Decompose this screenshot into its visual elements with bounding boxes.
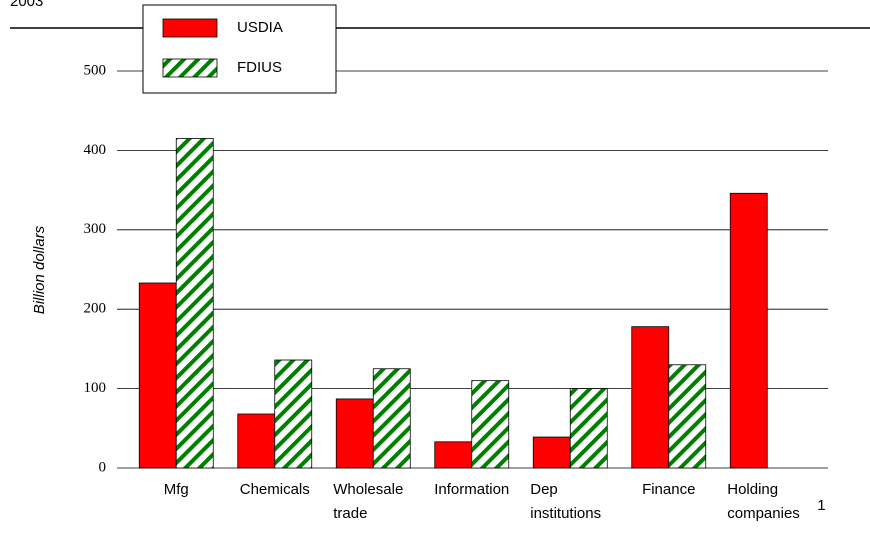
x-tick-label-line: institutions	[530, 505, 601, 522]
legend-label: FDIUS	[237, 59, 282, 76]
bar	[372, 368, 411, 469]
legend-label: USDIA	[237, 19, 283, 36]
bar	[274, 359, 313, 469]
legend-swatch	[162, 58, 218, 78]
bar	[335, 398, 374, 469]
bar	[237, 413, 276, 469]
x-tick-label: Finance	[642, 481, 695, 498]
bar	[569, 388, 608, 469]
bar	[175, 138, 214, 469]
x-tick-label-line: companies	[727, 505, 800, 522]
x-tick-label: Dep institutions	[530, 481, 601, 522]
bar	[471, 380, 510, 469]
bar	[631, 326, 670, 469]
x-tick-label-line: Holding	[727, 481, 778, 498]
footnote-marker: 1	[817, 497, 825, 514]
bar	[729, 192, 768, 469]
bar	[434, 441, 473, 469]
x-tick-label: Mfg	[164, 481, 189, 498]
x-tick-label-line: Mfg	[164, 481, 189, 498]
x-tick-label-line: Finance	[642, 481, 695, 498]
x-tick-label-line: trade	[333, 505, 367, 522]
legend-box	[142, 4, 337, 94]
x-tick-label: Wholesale trade	[333, 481, 403, 522]
x-tick-label-line: Information	[434, 481, 509, 498]
legend-swatch	[162, 18, 218, 38]
y-tick-label: 200	[84, 301, 107, 317]
y-axis-label: Billion dollars	[31, 225, 48, 314]
y-tick-label: 300	[84, 221, 107, 237]
x-tick-label-line: Chemicals	[240, 481, 310, 498]
bar	[532, 436, 571, 469]
bar	[138, 282, 177, 469]
y-tick-label: 400	[84, 142, 107, 158]
y-tick-label: 0	[99, 459, 107, 475]
y-tick-label: 100	[84, 380, 107, 396]
x-tick-label: Holding companies	[727, 481, 800, 522]
y-tick-label: 500	[84, 62, 107, 78]
bar	[668, 364, 707, 469]
chart-title: 2003	[10, 0, 43, 10]
x-tick-label: Information	[434, 481, 509, 498]
x-tick-label-line: Wholesale	[333, 481, 403, 498]
x-tick-label-line: Dep	[530, 481, 558, 498]
x-tick-label: Chemicals	[240, 481, 310, 498]
